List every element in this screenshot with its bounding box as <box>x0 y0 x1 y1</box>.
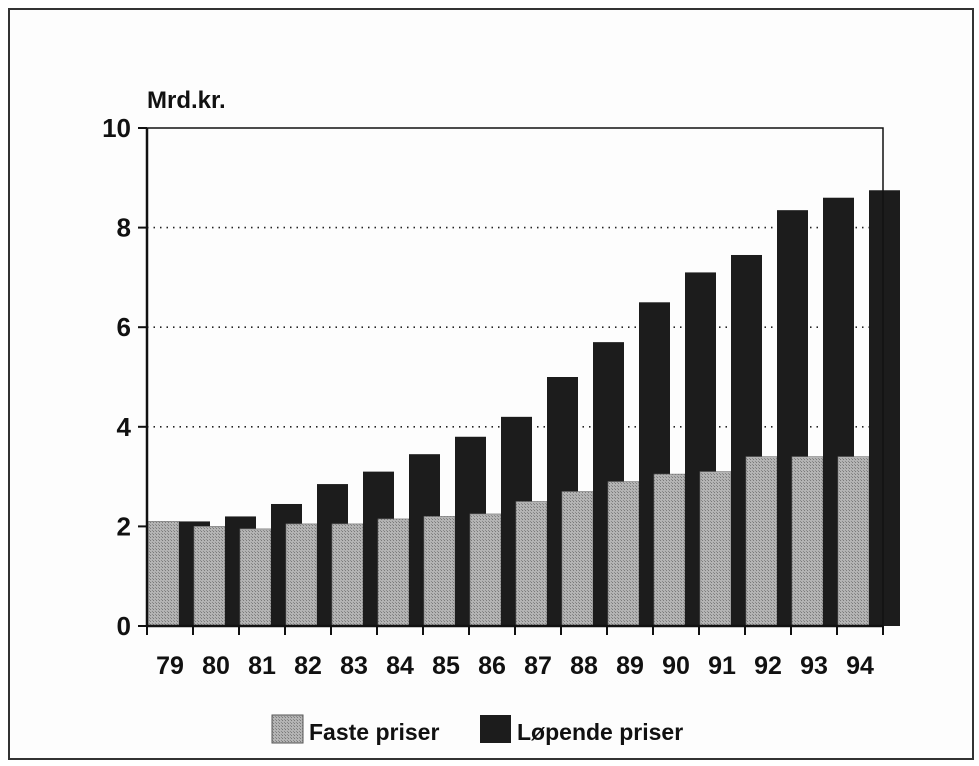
bar-lopende-priser <box>869 190 900 626</box>
legend-label-faste-priser: Faste priser <box>309 719 439 745</box>
bar-faste-priser <box>469 513 502 627</box>
y-tick-label: 4 <box>117 412 132 442</box>
x-tick-label: 85 <box>432 652 460 680</box>
x-tick-label: 90 <box>662 652 690 680</box>
y-tick-label: 8 <box>117 213 131 243</box>
x-tick-label: 87 <box>524 652 552 680</box>
bar-faste-priser <box>331 523 364 627</box>
bar-faste-priser <box>147 521 180 627</box>
legend: Faste priser Løpende priser <box>271 714 683 745</box>
bar-faste-priser <box>561 491 594 627</box>
y-ticks: 0 2 4 6 8 10 <box>102 113 147 641</box>
x-tick-label: 81 <box>248 652 276 680</box>
x-tick-label: 93 <box>800 652 828 680</box>
x-tick-label: 89 <box>616 652 644 680</box>
y-axis-label: Mrd.kr. <box>147 87 226 114</box>
bar-faste-priser <box>515 501 548 627</box>
bars <box>147 190 900 627</box>
x-ticks: 79 80 81 82 83 84 85 86 87 88 89 90 91 92 93 94 <box>146 626 884 680</box>
bar-faste-priser <box>423 516 456 627</box>
x-tick-label: 82 <box>294 652 322 680</box>
bar-faste-priser <box>745 456 778 627</box>
x-tick-label: 91 <box>708 652 736 680</box>
x-tick-label: 88 <box>570 652 598 680</box>
x-tick-label: 79 <box>156 652 184 680</box>
bar-faste-priser <box>607 481 640 627</box>
chart-frame <box>8 8 974 760</box>
y-tick-label: 10 <box>102 113 131 143</box>
x-tick-label: 86 <box>478 652 506 680</box>
bar-faste-priser <box>193 526 226 627</box>
bar-faste-priser <box>791 456 824 627</box>
bar-faste-priser <box>239 528 272 627</box>
legend-swatch-lopende-priser <box>480 715 511 743</box>
y-tick-label: 6 <box>117 312 131 342</box>
x-tick-label: 83 <box>340 652 368 680</box>
y-tick-label: 0 <box>117 611 131 641</box>
x-tick-label: 80 <box>202 652 230 680</box>
x-tick-label: 94 <box>846 652 874 680</box>
x-tick-label: 84 <box>386 652 414 680</box>
y-tick-label: 2 <box>117 511 131 541</box>
x-tick-label: 92 <box>754 652 782 680</box>
gridlines <box>147 226 883 428</box>
bar-faste-priser <box>837 456 870 627</box>
legend-swatch-faste-priser <box>271 714 304 744</box>
bar-faste-priser <box>699 471 732 627</box>
bar-faste-priser <box>285 523 318 627</box>
bar-faste-priser <box>377 518 410 627</box>
bar-faste-priser <box>653 473 686 627</box>
legend-label-lopende-priser: Løpende priser <box>517 719 683 745</box>
